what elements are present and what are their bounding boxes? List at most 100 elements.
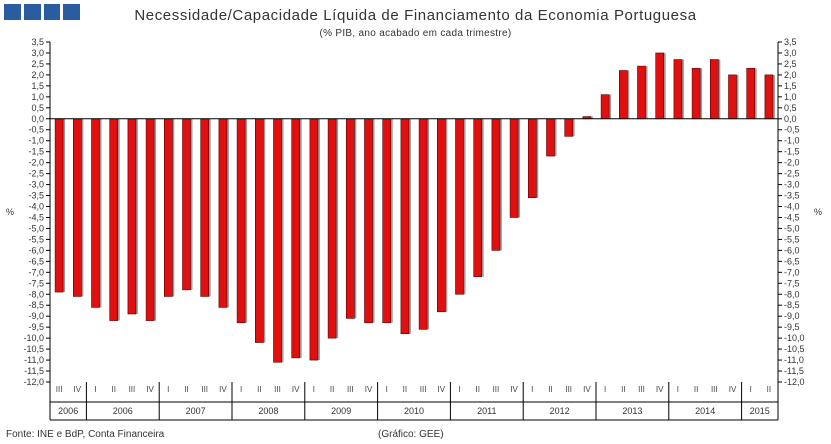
quarter-label: I: [313, 385, 315, 394]
quarter-label: III: [56, 385, 63, 394]
bar: [473, 118, 483, 278]
bar: [728, 74, 737, 120]
y-tick-label-right: 3,0: [784, 48, 797, 58]
y-tick-label-left: -1,0: [28, 136, 44, 146]
y-tick-label-left: 1,0: [31, 92, 44, 102]
y-tick-label-left: -5,5: [28, 234, 44, 244]
bar: [255, 118, 264, 343]
y-tick-label-right: -11,5: [784, 366, 804, 376]
quarter-label: II: [403, 385, 407, 394]
bar: [400, 118, 410, 335]
quarter-label: II: [767, 385, 771, 394]
quarter-label: I: [750, 385, 752, 394]
quarter-label: I: [531, 385, 533, 394]
logo-block: [43, 4, 61, 20]
y-tick-label-right: 1,0: [784, 92, 797, 102]
bar: [764, 74, 774, 120]
y-tick-label-right: -8,0: [784, 289, 800, 299]
y-tick-label-left: -8,5: [28, 300, 44, 310]
chart-subtitle: (% PIB, ano acabado em cada trimestre): [319, 28, 512, 39]
y-tick-label-right: 2,0: [784, 70, 797, 80]
year-label: 2015: [750, 406, 770, 416]
quarter-label: III: [347, 385, 354, 394]
y-tick-label-right: -8,5: [784, 300, 800, 310]
quarter-label: III: [638, 385, 645, 394]
bar: [382, 118, 392, 324]
y-tick-label-left: -4,0: [28, 202, 44, 212]
bar: [309, 118, 319, 361]
quarter-label: I: [604, 385, 606, 394]
quarter-label: III: [711, 385, 718, 394]
year-label: 2006: [58, 406, 78, 416]
quarter-label: IV: [438, 385, 446, 394]
quarter-label: I: [677, 385, 679, 394]
year-label: 2009: [331, 406, 351, 416]
y-tick-label-left: -6,5: [28, 256, 44, 266]
quarter-label: I: [94, 385, 96, 394]
bar: [637, 65, 646, 120]
bar: [655, 52, 665, 120]
bar: [618, 70, 628, 120]
y-tick-label-left: -3,0: [28, 180, 44, 190]
y-tick-label-right: -2,5: [784, 169, 800, 179]
quarter-label: II: [184, 385, 188, 394]
y-tick-label-left: -2,5: [28, 169, 44, 179]
quarter-label: III: [201, 385, 208, 394]
source-note: Fonte: INE e BdP, Conta Financeira: [6, 429, 165, 440]
bar: [709, 59, 719, 120]
bar: [164, 118, 173, 297]
bar: [127, 118, 137, 315]
y-tick-label-left: -1,5: [28, 147, 44, 157]
y-tick-label-right: -3,5: [784, 191, 800, 201]
y-tick-label-left: -9,5: [28, 322, 44, 332]
y-tick-label-left: -3,5: [28, 191, 44, 201]
y-tick-label-left: -8,0: [28, 289, 44, 299]
y-tick-label-right: -2,0: [784, 158, 800, 168]
bar: [509, 118, 519, 218]
y-tick-label-right: -1,0: [784, 136, 800, 146]
bar: [291, 118, 301, 359]
y-tick-label-left: 3,5: [31, 37, 44, 47]
bar: [182, 118, 191, 291]
y-tick-label-left: -2,0: [28, 158, 44, 168]
y-tick-label-left: -7,5: [28, 278, 44, 288]
quarter-label: IV: [365, 385, 373, 394]
quarter-label: II: [111, 385, 115, 394]
year-label: 2010: [404, 406, 424, 416]
y-tick-label-right: -9,5: [784, 322, 800, 332]
year-label: 2012: [550, 406, 570, 416]
bar: [364, 118, 373, 324]
y-tick-label-right: -4,0: [784, 202, 800, 212]
bar: [436, 118, 446, 313]
y-tick-label-right: 0,0: [784, 114, 797, 124]
quarter-label: II: [694, 385, 698, 394]
quarter-label: II: [257, 385, 261, 394]
quarter-label: II: [621, 385, 625, 394]
y-tick-label-left: 3,0: [31, 48, 44, 58]
quarter-label: II: [330, 385, 334, 394]
quarter-label: IV: [74, 385, 82, 394]
y-tick-label-right: 1,5: [784, 81, 797, 91]
quarter-label: III: [274, 385, 281, 394]
year-label: 2007: [186, 406, 206, 416]
quarter-label: IV: [583, 385, 591, 394]
logo-block: [4, 4, 21, 20]
quarter-label: III: [129, 385, 136, 394]
quarter-label: IV: [292, 385, 300, 394]
bar: [418, 118, 428, 330]
quarter-label: III: [565, 385, 572, 394]
y-tick-label-right: -7,0: [784, 267, 800, 277]
y-tick-label-right: -3,0: [784, 180, 800, 190]
y-tick-label-left: 2,5: [31, 59, 44, 69]
y-axis-label-right: %: [814, 207, 822, 217]
logo: [4, 4, 80, 20]
year-label: 2011: [477, 406, 496, 416]
year-label: 2013: [622, 406, 642, 416]
y-tick-label-right: -10,0: [784, 333, 805, 343]
quarter-label: IV: [219, 385, 227, 394]
bar: [54, 118, 64, 293]
bar: [327, 118, 337, 339]
y-tick-label-left: -0,5: [28, 125, 44, 135]
bar: [673, 59, 683, 120]
y-tick-label-right: -6,0: [784, 245, 800, 255]
